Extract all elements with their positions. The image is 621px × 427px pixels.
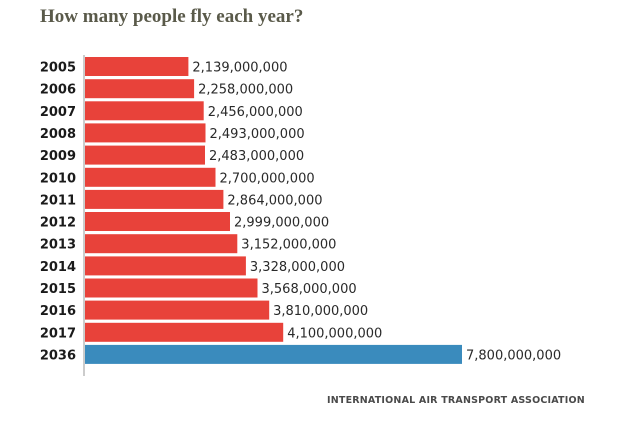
category-label-2006: 2006 (40, 83, 76, 98)
bar-2005 (85, 57, 189, 76)
bar-2017 (85, 322, 284, 342)
bar-2015 (85, 278, 258, 298)
category-label-2013: 2013 (40, 238, 76, 253)
bar-2016 (85, 300, 270, 320)
category-label-2011: 2011 (40, 193, 76, 208)
value-label-2014: 3,328,000,000 (250, 260, 345, 275)
category-label-2012: 2012 (40, 216, 76, 231)
bar-2006 (85, 79, 195, 99)
bar-2013 (85, 234, 238, 254)
bar-2011 (85, 189, 224, 209)
bar-2012 (85, 212, 230, 231)
category-label-2014: 2014 (40, 260, 76, 275)
value-label-2015: 3,568,000,000 (262, 282, 357, 297)
category-label-2036: 2036 (40, 348, 76, 363)
category-label-2016: 2016 (40, 304, 76, 319)
bar-2010 (85, 167, 216, 187)
chart-title: How many people fly each year? (40, 6, 304, 27)
bar-2009 (85, 145, 205, 165)
bar-2007 (85, 101, 204, 121)
value-label-2010: 2,700,000,000 (220, 171, 315, 186)
bars-group: 2005 2,139,000,000 2006 2,258,000,000 2007 2,… (40, 57, 561, 364)
value-label-2005: 2,139,000,000 (192, 61, 287, 76)
bar-2014 (85, 256, 246, 276)
value-label-2013: 3,152,000,000 (241, 238, 336, 253)
bar-2036 (85, 344, 462, 364)
value-label-2007: 2,456,000,000 (208, 105, 303, 120)
category-label-2005: 2005 (40, 61, 76, 76)
value-label-2006: 2,258,000,000 (198, 83, 293, 98)
value-label-2008: 2,493,000,000 (210, 127, 305, 142)
category-label-2017: 2017 (40, 326, 76, 341)
category-label-2008: 2008 (40, 127, 76, 142)
source-label: INTERNATIONAL AIR TRANSPORT ASSOCIATION (327, 395, 585, 406)
category-label-2010: 2010 (40, 171, 76, 186)
value-label-2012: 2,999,000,000 (234, 216, 329, 231)
value-label-2009: 2,483,000,000 (209, 149, 304, 164)
value-label-2036: 7,800,000,000 (466, 348, 561, 363)
value-label-2017: 4,100,000,000 (287, 326, 382, 341)
value-label-2016: 3,810,000,000 (273, 304, 368, 319)
category-label-2007: 2007 (40, 105, 76, 120)
category-label-2009: 2009 (40, 149, 76, 164)
value-label-2011: 2,864,000,000 (227, 193, 322, 208)
bar-2008 (85, 123, 206, 143)
category-label-2015: 2015 (40, 282, 76, 297)
